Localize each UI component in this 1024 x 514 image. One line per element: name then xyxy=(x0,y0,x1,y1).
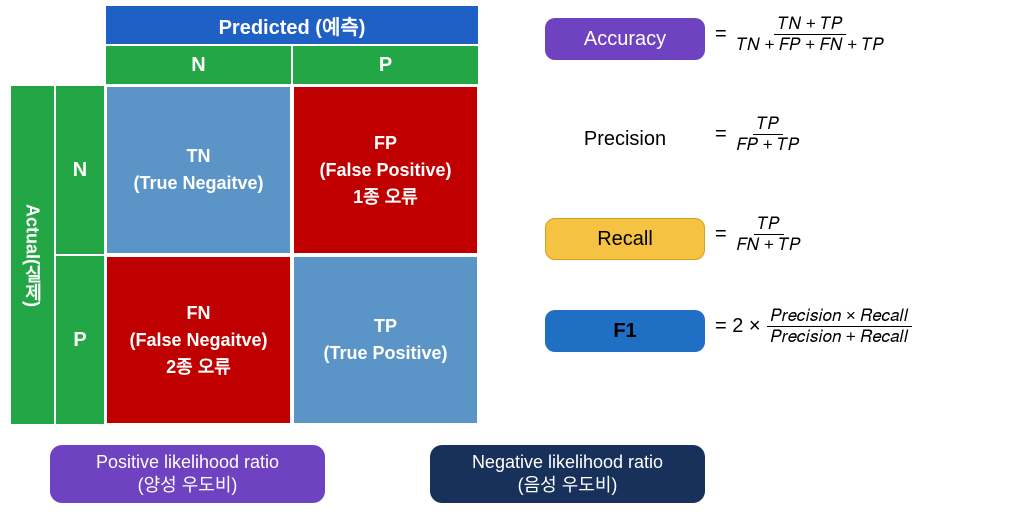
f1-eq: = 2 × xyxy=(715,315,761,338)
predicted-n-header: N xyxy=(105,45,292,85)
cell-tp-title: TP xyxy=(374,313,397,340)
cell-fn: FN (False Negaitve) 2종 오류 xyxy=(105,255,292,425)
cell-tp-sub: (True Positive) xyxy=(323,340,447,367)
recall-label: Recall xyxy=(597,228,653,251)
f1-num: 𝑃𝑟𝑒𝑐𝑖𝑠𝑖𝑜𝑛 × 𝑅𝑒𝑐𝑎𝑙𝑙 xyxy=(767,306,913,327)
positive-lr-box: Positive likelihood ratio (양성 우도비) xyxy=(50,445,325,503)
plr-line1: Positive likelihood ratio xyxy=(96,451,279,474)
cell-tn-title: TN xyxy=(187,143,211,170)
cell-tp: TP (True Positive) xyxy=(292,255,479,425)
cell-fp-title: FP xyxy=(374,130,397,157)
precision-label: Precision xyxy=(584,128,666,151)
nlr-line2: (음성 우도비) xyxy=(518,474,618,497)
accuracy-formula: = 𝑇𝑁 + 𝑇𝑃 𝑇𝑁 + 𝐹𝑃 + 𝐹𝑁 + 𝑇𝑃 xyxy=(715,14,888,56)
recall-eq: = xyxy=(715,223,727,246)
accuracy-box: Accuracy xyxy=(545,18,705,60)
nlr-line1: Negative likelihood ratio xyxy=(472,451,663,474)
recall-box: Recall xyxy=(545,218,705,260)
actual-header: Actual(실제) xyxy=(10,85,55,425)
recall-formula: = 𝑇𝑃 𝐹𝑁 + 𝑇𝑃 xyxy=(715,214,805,256)
plr-line2: (양성 우도비) xyxy=(138,474,238,497)
cell-fn-extra: 2종 오류 xyxy=(166,354,231,381)
cell-fp-sub: (False Positive) xyxy=(319,157,451,184)
recall-num: 𝑇𝑃 xyxy=(754,214,784,235)
actual-p-header: P xyxy=(55,255,105,425)
accuracy-num: 𝑇𝑁 + 𝑇𝑃 xyxy=(774,14,846,35)
recall-den: 𝐹𝑁 + 𝑇𝑃 xyxy=(733,235,805,255)
cell-fp: FP (False Positive) 1종 오류 xyxy=(292,85,479,255)
f1-box: F1 xyxy=(545,310,705,352)
cell-fn-title: FN xyxy=(187,300,211,327)
precision-eq: = xyxy=(715,123,727,146)
accuracy-den: 𝑇𝑁 + 𝐹𝑃 + 𝐹𝑁 + 𝑇𝑃 xyxy=(733,35,888,55)
precision-box: Precision xyxy=(545,118,705,160)
f1-label: F1 xyxy=(613,320,636,343)
precision-num: 𝑇𝑃 xyxy=(753,114,783,135)
accuracy-label: Accuracy xyxy=(584,28,666,51)
negative-lr-box: Negative likelihood ratio (음성 우도비) xyxy=(430,445,705,503)
precision-den: 𝐹𝑃 + 𝑇𝑃 xyxy=(733,135,804,155)
accuracy-eq: = xyxy=(715,23,727,46)
predicted-header: Predicted (예측) xyxy=(105,5,479,45)
cell-fp-extra: 1종 오류 xyxy=(353,184,418,211)
predicted-p-header: P xyxy=(292,45,479,85)
precision-formula: = 𝑇𝑃 𝐹𝑃 + 𝑇𝑃 xyxy=(715,114,803,156)
cell-tn-sub: (True Negaitve) xyxy=(133,170,263,197)
cell-tn: TN (True Negaitve) xyxy=(105,85,292,255)
actual-n-header: N xyxy=(55,85,105,255)
cell-fn-sub: (False Negaitve) xyxy=(129,327,267,354)
f1-den: 𝑃𝑟𝑒𝑐𝑖𝑠𝑖𝑜𝑛 + 𝑅𝑒𝑐𝑎𝑙𝑙 xyxy=(767,327,913,347)
f1-formula: = 2 × 𝑃𝑟𝑒𝑐𝑖𝑠𝑖𝑜𝑛 × 𝑅𝑒𝑐𝑎𝑙𝑙 𝑃𝑟𝑒𝑐𝑖𝑠𝑖𝑜𝑛 + 𝑅𝑒𝑐… xyxy=(715,306,912,348)
